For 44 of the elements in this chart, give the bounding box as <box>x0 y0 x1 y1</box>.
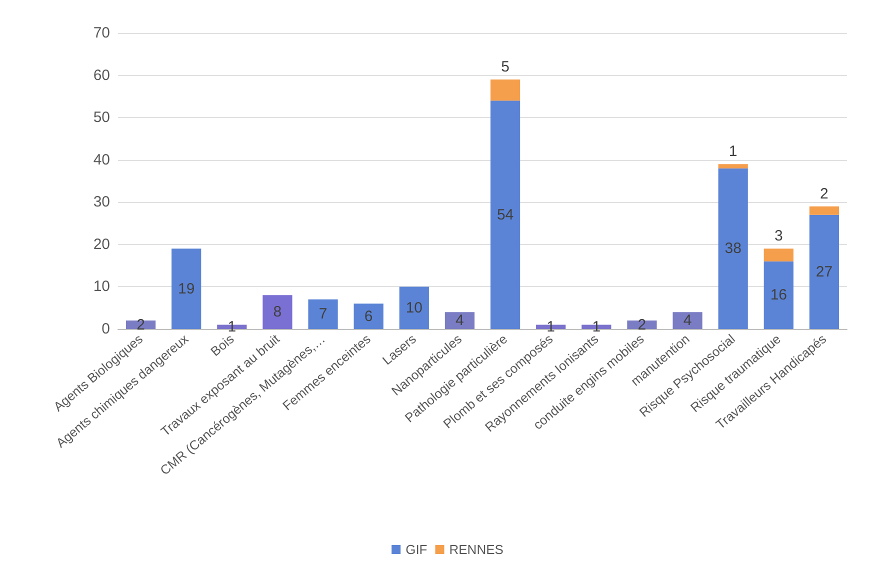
data-label: 3 <box>774 228 783 245</box>
data-label: 4 <box>456 312 464 330</box>
bar <box>809 214 840 329</box>
y-tick-label: 0 <box>102 320 110 338</box>
y-tick-label: 60 <box>93 66 110 84</box>
data-label: 8 <box>273 304 282 321</box>
data-label: 5 <box>501 58 510 76</box>
data-label: 54 <box>496 206 514 224</box>
bar <box>354 304 384 329</box>
bar <box>672 312 702 329</box>
y-tick-label: 40 <box>93 151 110 168</box>
bar <box>172 248 202 329</box>
bar <box>262 295 292 329</box>
data-label: 16 <box>770 286 787 304</box>
bar <box>764 248 794 262</box>
bar <box>809 206 840 215</box>
data-label: 6 <box>364 308 373 325</box>
bar <box>718 164 748 168</box>
data-label: 10 <box>406 299 422 316</box>
data-label: 19 <box>178 280 195 298</box>
y-tick-label: 10 <box>93 278 110 296</box>
bar <box>308 299 338 329</box>
data-label: 2 <box>638 316 646 334</box>
y-tick-label: 20 <box>93 236 110 253</box>
data-label: 7 <box>318 306 328 323</box>
data-label: 1 <box>728 143 738 160</box>
bar <box>718 168 748 329</box>
y-tick-label: 50 <box>93 109 110 126</box>
data-label: 2 <box>820 185 828 202</box>
x-tick-label: Bois <box>208 330 238 360</box>
bar <box>490 80 520 101</box>
bar <box>399 286 429 329</box>
bar <box>764 261 794 329</box>
y-tick-label: 70 <box>93 24 110 42</box>
bar <box>627 320 657 329</box>
data-label: 27 <box>816 263 833 280</box>
bar <box>490 100 520 329</box>
data-label: 38 <box>724 240 742 258</box>
legend-label: GIF <box>406 542 428 557</box>
y-tick-label: 30 <box>93 194 110 211</box>
bar <box>444 312 475 329</box>
data-label: 4 <box>683 312 692 330</box>
data-label: 2 <box>136 316 145 334</box>
legend-label: RENNES <box>449 542 504 557</box>
